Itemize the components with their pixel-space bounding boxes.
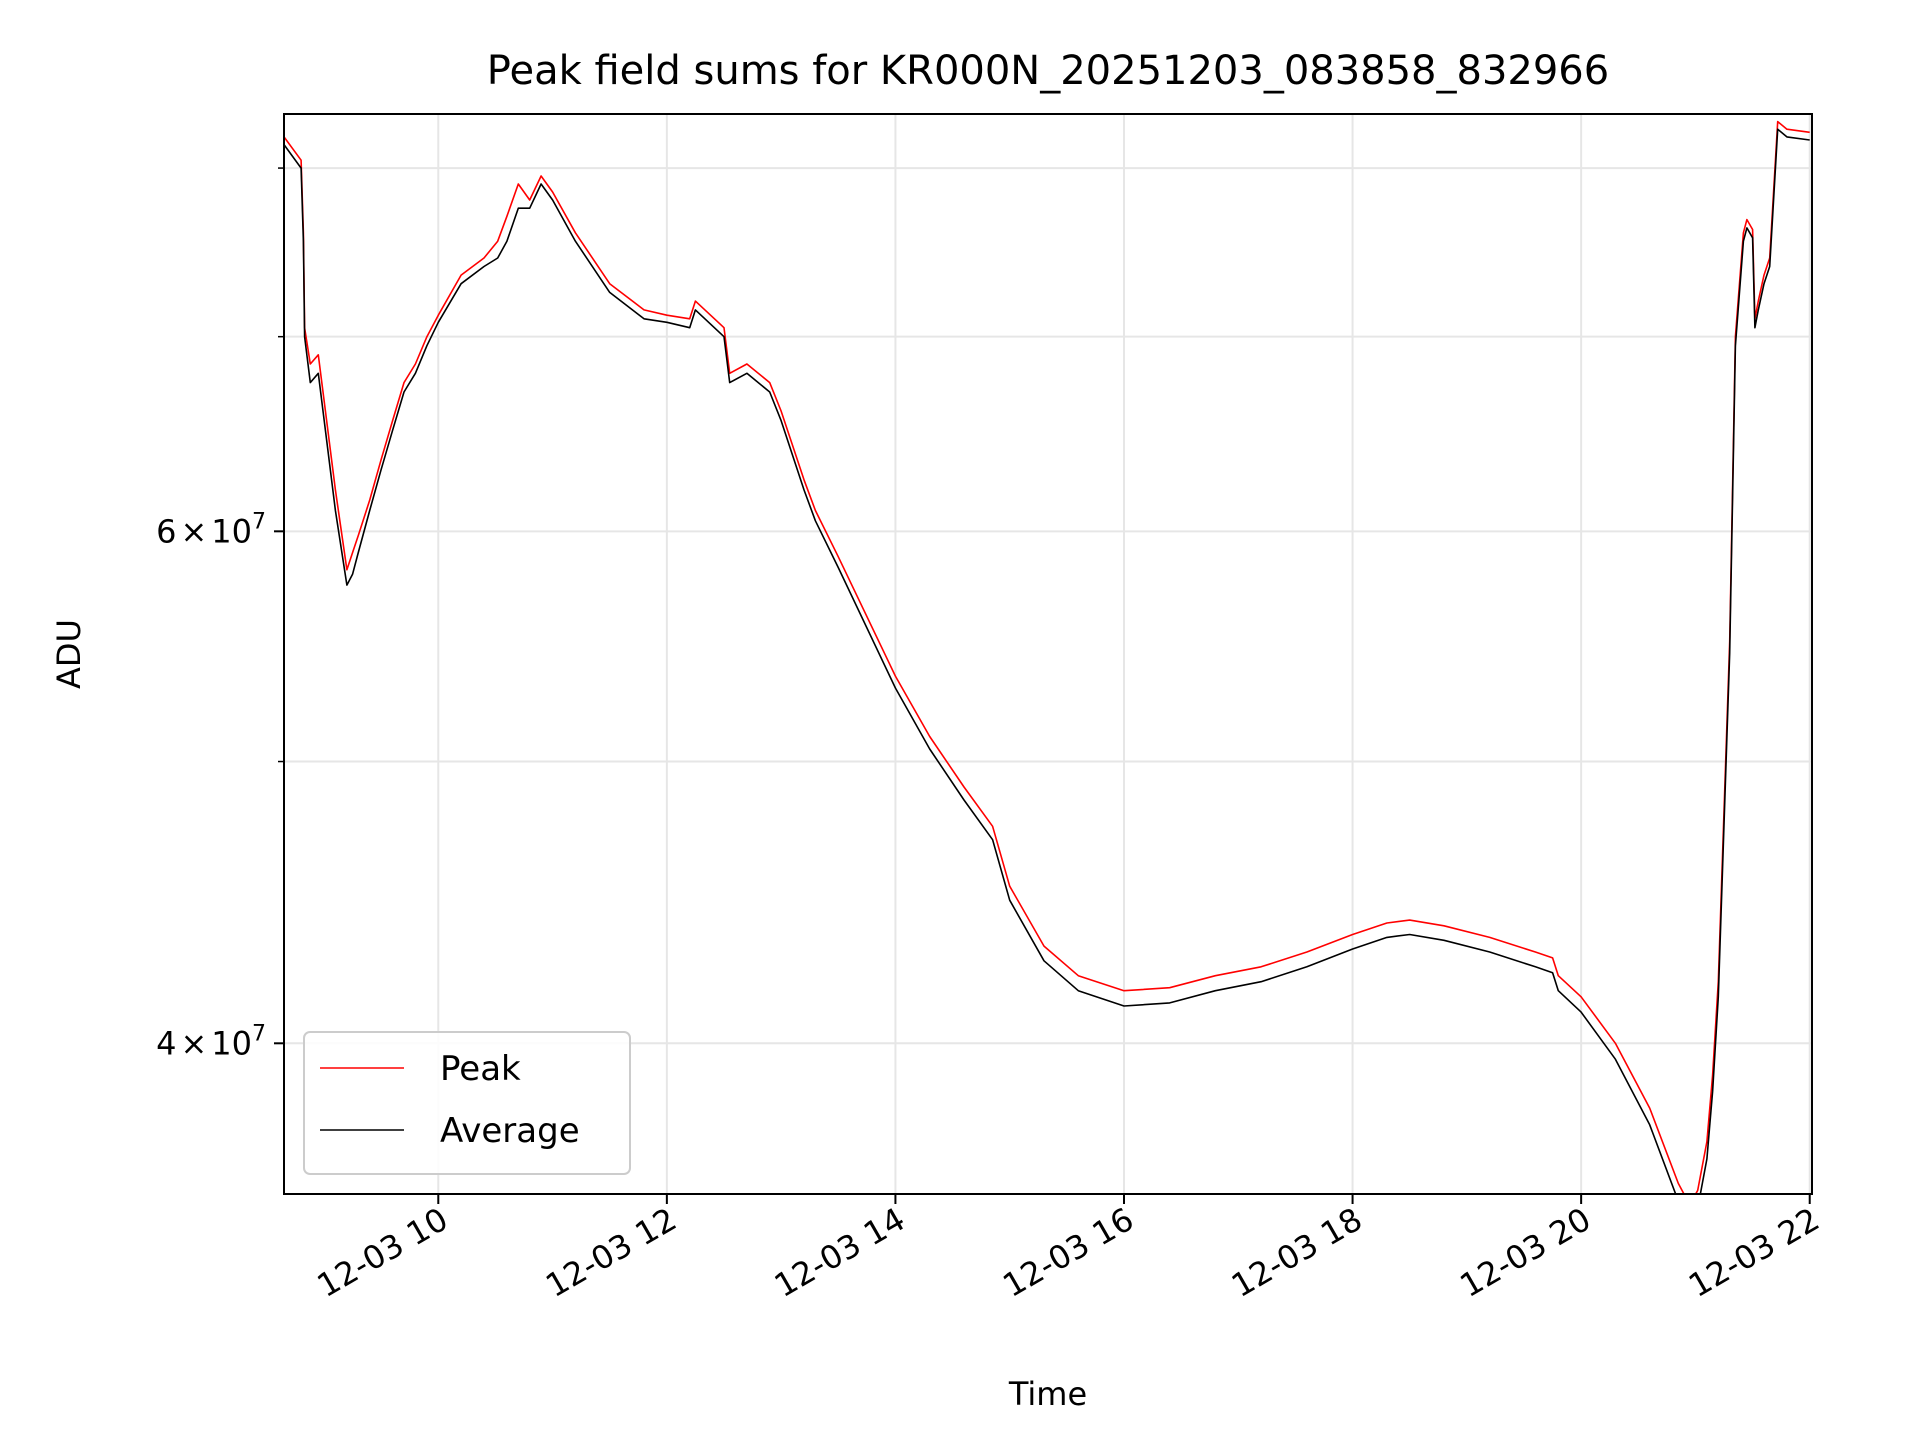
x-axis-label: Time — [1008, 1375, 1087, 1413]
y-axis-label: ADU — [50, 619, 88, 689]
y-tick-exponent: 7 — [252, 509, 266, 534]
y-tick-times: × — [180, 512, 207, 550]
legend-label-average: Average — [440, 1111, 580, 1151]
series-layer — [284, 120, 1810, 1194]
plot-background — [284, 114, 1812, 1194]
y-tick-base: 10 — [211, 512, 252, 550]
y-tick-mantissa: 6 — [156, 512, 176, 550]
y-tick-base: 10 — [211, 1024, 252, 1062]
y-tick-label: 6 × 107 — [156, 509, 266, 550]
legend: Peak Average — [303, 1031, 631, 1175]
legend-label-peak: Peak — [440, 1049, 521, 1089]
chart-title: Peak field sums for KR000N_20251203_0838… — [487, 48, 1609, 94]
series-line-average — [284, 128, 1810, 1194]
y-tick-mantissa: 4 — [156, 1024, 176, 1062]
y-tick-exponent: 7 — [252, 1021, 266, 1046]
y-tick-label: 4 × 107 — [156, 1021, 266, 1062]
y-tick-times: × — [180, 1024, 207, 1062]
series-line-peak — [284, 120, 1810, 1194]
plot-frame — [283, 113, 1813, 1195]
